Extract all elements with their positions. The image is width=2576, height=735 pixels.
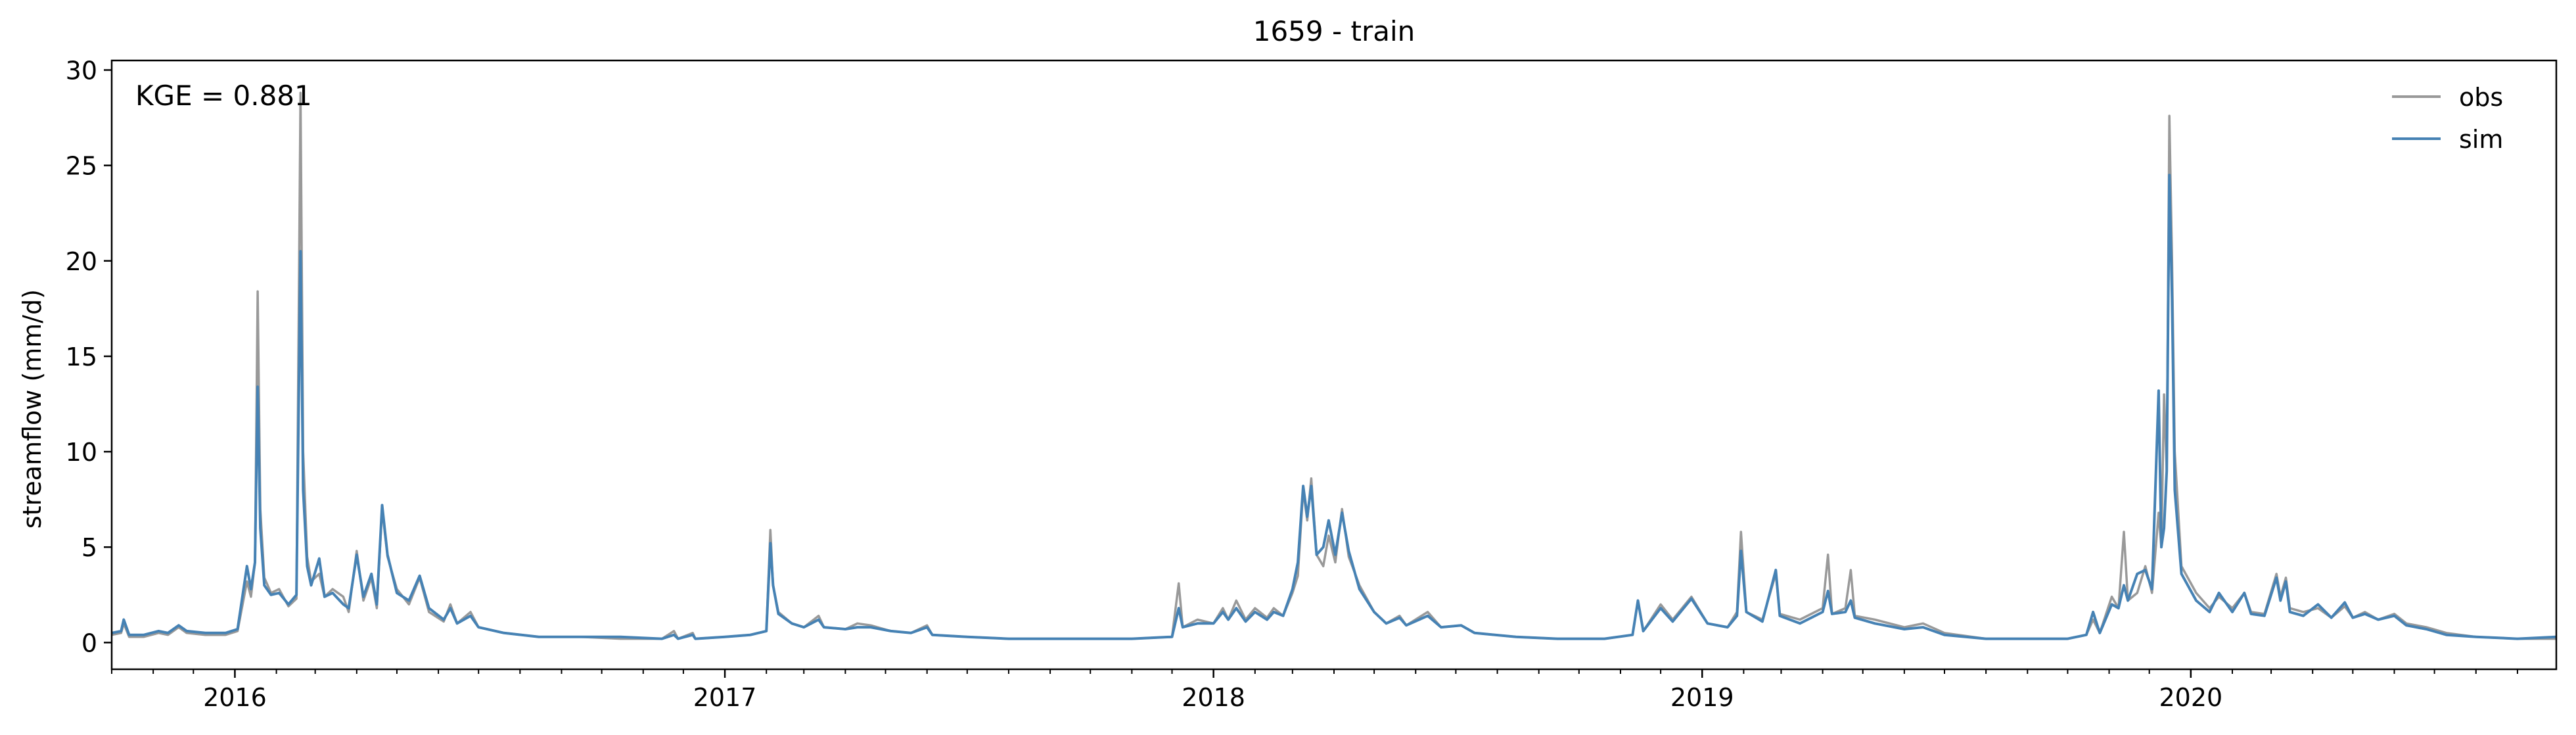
y-axis: 0 5 10 15 20 25 30 <box>66 57 112 657</box>
y-tick-label: 10 <box>66 438 97 467</box>
y-tick-label: 15 <box>66 343 97 371</box>
x-axis: 2016 2017 2018 2019 2020 <box>111 669 2518 712</box>
y-axis-label: streamflow (mm/d) <box>18 289 47 529</box>
legend-label-obs: obs <box>2459 83 2503 112</box>
y-tick-label: 5 <box>81 533 97 562</box>
x-tick-label: 2018 <box>1182 683 1245 712</box>
legend-label-sim: sim <box>2459 125 2503 154</box>
y-tick-label: 0 <box>81 628 97 657</box>
chart-title: 1659 - train <box>1253 15 1415 47</box>
series-line-sim <box>111 174 2557 640</box>
series-layer <box>111 91 2557 640</box>
plot-frame <box>110 59 2558 671</box>
x-tick-label: 2020 <box>2159 683 2222 712</box>
legend: obs sim <box>2392 83 2503 154</box>
x-tick-label: 2016 <box>203 683 267 712</box>
x-tick-label: 2017 <box>693 683 757 712</box>
x-tick-label: 2019 <box>1670 683 1734 712</box>
y-tick-label: 30 <box>66 57 97 85</box>
kge-annotation: KGE = 0.881 <box>135 80 312 112</box>
y-tick-label: 20 <box>66 247 97 276</box>
y-tick-label: 25 <box>66 152 97 181</box>
